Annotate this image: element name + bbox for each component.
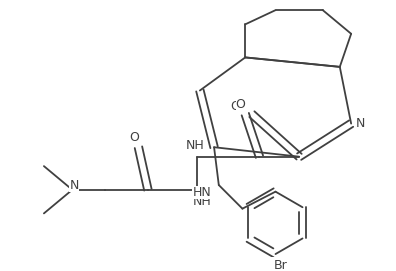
Text: NH: NH xyxy=(186,139,205,152)
Text: NH: NH xyxy=(192,195,211,208)
Text: N: N xyxy=(356,117,365,130)
Text: Br: Br xyxy=(273,259,287,271)
Text: O: O xyxy=(129,131,139,144)
Text: O: O xyxy=(230,100,240,113)
Text: O: O xyxy=(236,98,246,111)
Text: HN: HN xyxy=(192,186,211,199)
Text: N: N xyxy=(69,179,79,192)
